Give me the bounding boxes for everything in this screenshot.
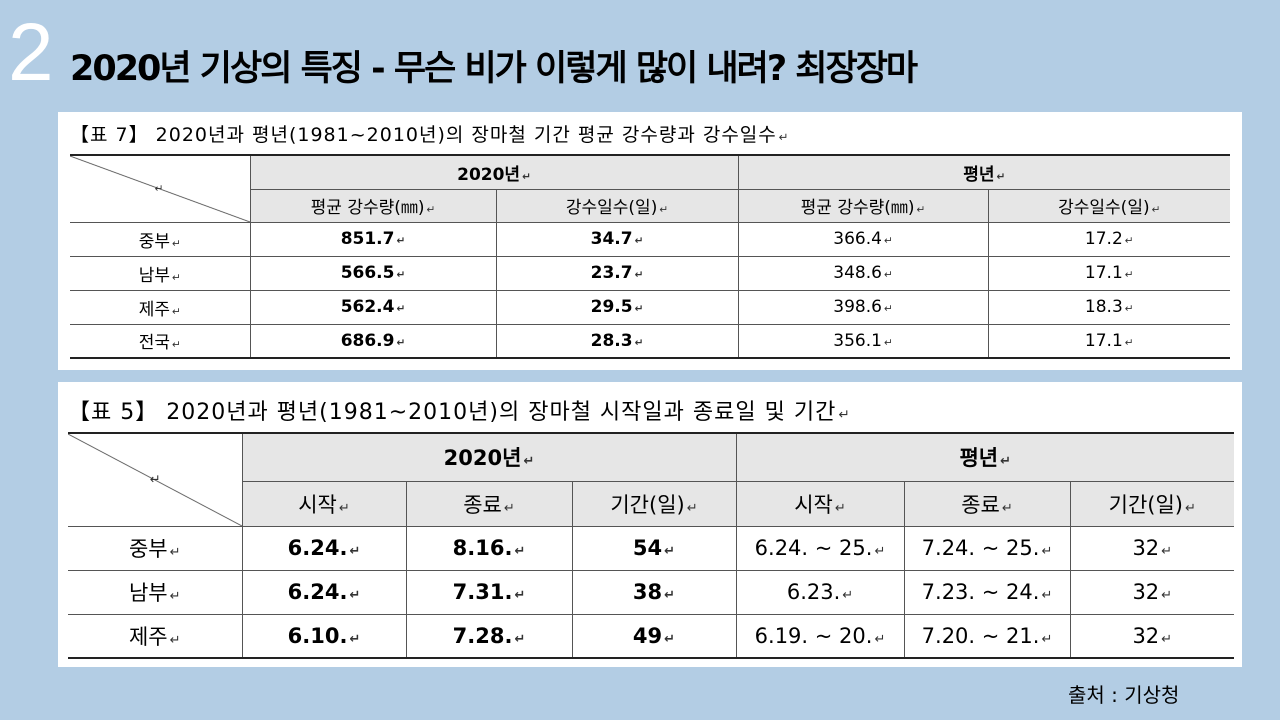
region-cell: 중부 ↵ <box>68 525 243 571</box>
data-cell: 6.10. ↵ <box>241 613 407 659</box>
table5-header-cell: 기간(일) ↵ <box>571 480 737 527</box>
data-cell: 7.23. ~ 24. ↵ <box>903 569 1071 615</box>
table7-header-cell: 평균 강수량(㎜) ↵ <box>250 188 497 223</box>
data-cell: 18.3 ↵ <box>987 289 1231 325</box>
table5-header-cell: 기간(일) ↵ <box>1069 480 1235 527</box>
source-credit: 출처 : 기상청 <box>1068 683 1180 707</box>
table7-header-cell: 강수일수(일) ↵ <box>987 188 1231 223</box>
data-cell: 32 ↵ <box>1069 613 1235 659</box>
table-row: 남부 ↵ 566.5 ↵ 23.7 ↵ 348.6 ↵ 17.1 ↵ <box>70 255 1231 291</box>
region-cell: 남부 ↵ <box>70 255 251 291</box>
data-cell: 8.16. ↵ <box>405 525 573 571</box>
table-row: 남부 ↵ 6.24. ↵ 7.31. ↵ 38 ↵ 6.23. ↵ 7.23. ~ 24.… <box>68 569 1235 615</box>
data-cell: 566.5 ↵ <box>249 255 497 291</box>
table5-panel: 【표 5】 2020년과 평년(1981~2010년)의 장마철 시작일과 종료… <box>58 382 1242 667</box>
table7-panel: 【표 7】 2020년과 평년(1981~2010년)의 장마철 기간 평균 강… <box>58 112 1242 370</box>
data-cell: 562.4 ↵ <box>249 289 497 325</box>
table5-caption: 【표 5】 2020년과 평년(1981~2010년)의 장마철 시작일과 종료… <box>68 400 850 425</box>
table7-header-cell: 강수일수(일) ↵ <box>495 188 739 223</box>
table-row: 전국 ↵ 686.9 ↵ 28.3 ↵ 356.1 ↵ 17.1 ↵ <box>70 323 1231 359</box>
data-cell: 348.6 ↵ <box>737 255 989 291</box>
table5-header-cell: 시작 ↵ <box>242 480 407 527</box>
data-cell: 54 ↵ <box>571 525 737 571</box>
table7-group-normal: 평년 ↵ <box>737 154 1231 190</box>
data-cell: 32 ↵ <box>1069 569 1235 615</box>
data-cell: 6.24. ↵ <box>241 569 407 615</box>
region-cell: 제주 ↵ <box>68 613 243 659</box>
table7-corner-cell: ↵ <box>70 154 251 223</box>
table5-group-2020: 2020년 ↵ <box>241 432 737 482</box>
data-cell: 49 ↵ <box>571 613 737 659</box>
table5-header-cell: 시작 ↵ <box>735 480 905 527</box>
region-cell: 제주 ↵ <box>70 289 251 325</box>
data-cell: 38 ↵ <box>571 569 737 615</box>
table5-header-cell: 종료 ↵ <box>903 480 1071 527</box>
data-cell: 17.1 ↵ <box>987 323 1231 359</box>
slide-number: 2 <box>8 7 54 98</box>
data-cell: 7.31. ↵ <box>405 569 573 615</box>
data-cell: 7.20. ~ 21. ↵ <box>903 613 1071 659</box>
data-cell: 32 ↵ <box>1069 525 1235 571</box>
data-cell: 29.5 ↵ <box>495 289 739 325</box>
data-cell: 23.7 ↵ <box>495 255 739 291</box>
data-cell: 366.4 ↵ <box>737 221 989 257</box>
table-row: 중부 ↵ 851.7 ↵ 34.7 ↵ 366.4 ↵ 17.2 ↵ <box>70 221 1231 257</box>
data-cell: 6.24. ~ 25. ↵ <box>735 525 905 571</box>
table5-group-normal: 평년 ↵ <box>735 432 1235 482</box>
data-cell: 17.2 ↵ <box>987 221 1231 257</box>
slide-title: 2020년 기상의 특징 - 무슨 비가 이렇게 많이 내려? 최장장마 <box>70 49 918 89</box>
table5-header-cell: 종료 ↵ <box>405 480 573 527</box>
data-cell: 686.9 ↵ <box>249 323 497 359</box>
data-cell: 17.1 ↵ <box>987 255 1231 291</box>
table-row: 제주 ↵ 562.4 ↵ 29.5 ↵ 398.6 ↵ 18.3 ↵ <box>70 289 1231 325</box>
table5-corner-cell: ↵ <box>68 432 243 527</box>
table7-caption: 【표 7】 2020년과 평년(1981~2010년)의 장마철 기간 평균 강… <box>70 124 789 146</box>
data-cell: 28.3 ↵ <box>495 323 739 359</box>
region-cell: 남부 ↵ <box>68 569 243 615</box>
table7: ↵ 2020년 ↵ 평년 ↵ 평균 강수량(㎜) ↵ 강수일수(일) ↵ 평균 강수량(… <box>70 154 1231 359</box>
region-cell: 중부 ↵ <box>70 221 251 257</box>
data-cell: 398.6 ↵ <box>737 289 989 325</box>
data-cell: 6.19. ~ 20. ↵ <box>735 613 905 659</box>
table-row: 중부 ↵ 6.24. ↵ 8.16. ↵ 54 ↵ 6.24. ~ 25. ↵ 7.24.… <box>68 525 1235 571</box>
data-cell: 7.28. ↵ <box>405 613 573 659</box>
table7-header-cell: 평균 강수량(㎜) ↵ <box>737 188 989 223</box>
data-cell: 7.24. ~ 25. ↵ <box>903 525 1071 571</box>
data-cell: 34.7 ↵ <box>495 221 739 257</box>
table-row: 제주 ↵ 6.10. ↵ 7.28. ↵ 49 ↵ 6.19. ~ 20. ↵ 7.20.… <box>68 613 1235 659</box>
table7-group-2020: 2020년 ↵ <box>249 154 739 190</box>
region-cell: 전국 ↵ <box>70 323 251 359</box>
table5: ↵ 2020년 ↵ 평년 ↵ 시작 ↵ 종료 ↵ 기간(일) ↵ 시작 ↵ 종료 ↵ 기간(일… <box>68 432 1235 659</box>
data-cell: 356.1 ↵ <box>737 323 989 359</box>
data-cell: 6.24. ↵ <box>241 525 407 571</box>
data-cell: 6.23. ↵ <box>735 569 905 615</box>
data-cell: 851.7 ↵ <box>249 221 497 257</box>
